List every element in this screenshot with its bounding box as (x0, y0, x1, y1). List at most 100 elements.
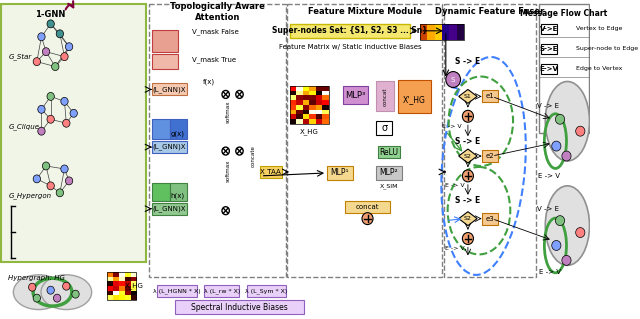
Circle shape (552, 141, 561, 151)
Text: X_SIM: X_SIM (380, 183, 398, 189)
Circle shape (47, 20, 54, 28)
Text: Feature Matrix w/ Static Inductive Biases: Feature Matrix w/ Static Inductive Biase… (278, 44, 421, 50)
Circle shape (576, 126, 585, 136)
Text: E -> V: E -> V (445, 183, 465, 188)
Text: h(x): h(x) (171, 193, 185, 199)
FancyBboxPatch shape (247, 285, 285, 297)
FancyBboxPatch shape (442, 24, 449, 40)
FancyBboxPatch shape (152, 183, 170, 201)
Circle shape (47, 115, 54, 123)
Polygon shape (459, 212, 477, 226)
Ellipse shape (13, 275, 64, 309)
Text: λ (L_HGNN * X): λ (L_HGNN * X) (153, 288, 201, 294)
Ellipse shape (41, 275, 92, 309)
Text: G_Clique: G_Clique (8, 123, 39, 130)
Text: E -> V: E -> V (445, 246, 465, 251)
Circle shape (33, 294, 40, 302)
Text: G_Hypergon: G_Hypergon (8, 192, 51, 199)
Text: e1: e1 (486, 93, 494, 100)
Text: S -> E: S -> E (455, 137, 481, 145)
FancyBboxPatch shape (290, 24, 410, 38)
FancyBboxPatch shape (541, 63, 557, 74)
Text: softmax: softmax (226, 160, 231, 182)
Circle shape (61, 97, 68, 105)
FancyBboxPatch shape (1, 4, 147, 262)
Text: S1: S1 (464, 94, 472, 99)
Circle shape (61, 53, 68, 61)
FancyBboxPatch shape (482, 213, 499, 225)
FancyBboxPatch shape (152, 119, 170, 139)
FancyBboxPatch shape (449, 24, 457, 40)
Circle shape (33, 58, 40, 66)
Text: X_HG: X_HG (125, 282, 144, 289)
Text: Dynamic Feature Fuser: Dynamic Feature Fuser (435, 7, 545, 17)
FancyBboxPatch shape (378, 146, 400, 158)
Text: S->E: S->E (540, 46, 558, 52)
Text: S2: S2 (464, 216, 472, 221)
FancyBboxPatch shape (205, 285, 239, 297)
Circle shape (222, 91, 229, 98)
Circle shape (562, 151, 571, 161)
Circle shape (52, 63, 59, 70)
Circle shape (65, 43, 73, 51)
Circle shape (29, 283, 36, 291)
Text: Edge to Vertex: Edge to Vertex (576, 66, 622, 71)
Text: concat: concat (356, 204, 380, 210)
Text: V -> E: V -> E (537, 206, 559, 212)
Text: MLP¹: MLP¹ (331, 168, 349, 177)
Text: V_mask False: V_mask False (191, 28, 238, 35)
Circle shape (70, 109, 77, 117)
Circle shape (47, 182, 54, 190)
Text: (L_GNN)X: (L_GNN)X (153, 144, 186, 151)
Circle shape (38, 33, 45, 41)
Circle shape (38, 105, 45, 113)
Text: g(x): g(x) (171, 131, 185, 137)
FancyBboxPatch shape (260, 166, 282, 178)
Text: f(x): f(x) (203, 78, 215, 85)
FancyBboxPatch shape (342, 86, 369, 104)
Circle shape (53, 294, 61, 302)
FancyBboxPatch shape (457, 24, 464, 40)
Text: V->E: V->E (540, 26, 558, 32)
Circle shape (556, 216, 564, 226)
Circle shape (42, 162, 50, 170)
Circle shape (222, 147, 229, 155)
Text: Super-node to Edge: Super-node to Edge (576, 46, 638, 51)
Circle shape (552, 241, 561, 250)
Circle shape (63, 119, 70, 127)
Circle shape (222, 207, 229, 215)
Ellipse shape (545, 81, 589, 161)
Circle shape (38, 127, 45, 135)
FancyBboxPatch shape (541, 24, 557, 34)
Text: 1-GNN: 1-GNN (35, 11, 66, 19)
Circle shape (236, 147, 243, 155)
Text: E->V: E->V (540, 66, 559, 71)
Text: Hypergraph: HG: Hypergraph: HG (8, 275, 65, 281)
Text: S -> E: S -> E (455, 196, 481, 205)
Text: Feature Mixture Module: Feature Mixture Module (308, 7, 422, 17)
Circle shape (42, 48, 50, 56)
Text: X'_HG: X'_HG (403, 95, 426, 104)
FancyBboxPatch shape (376, 121, 392, 135)
FancyBboxPatch shape (539, 4, 589, 133)
FancyBboxPatch shape (346, 201, 390, 213)
FancyBboxPatch shape (376, 166, 401, 180)
Circle shape (576, 227, 585, 238)
Text: concate: concate (251, 145, 256, 167)
Text: E -> V: E -> V (442, 124, 461, 129)
Text: ReLU: ReLU (380, 148, 398, 157)
FancyBboxPatch shape (376, 81, 394, 111)
Polygon shape (459, 89, 477, 103)
Circle shape (362, 213, 373, 225)
FancyBboxPatch shape (428, 24, 435, 40)
Circle shape (446, 71, 461, 87)
Text: MLP²: MLP² (380, 168, 398, 177)
Circle shape (462, 233, 474, 244)
FancyBboxPatch shape (482, 91, 499, 102)
FancyBboxPatch shape (152, 30, 178, 52)
FancyBboxPatch shape (149, 4, 285, 277)
Circle shape (462, 170, 474, 182)
Text: MLP³: MLP³ (346, 91, 365, 100)
FancyBboxPatch shape (170, 119, 187, 139)
Text: S: S (451, 77, 456, 83)
